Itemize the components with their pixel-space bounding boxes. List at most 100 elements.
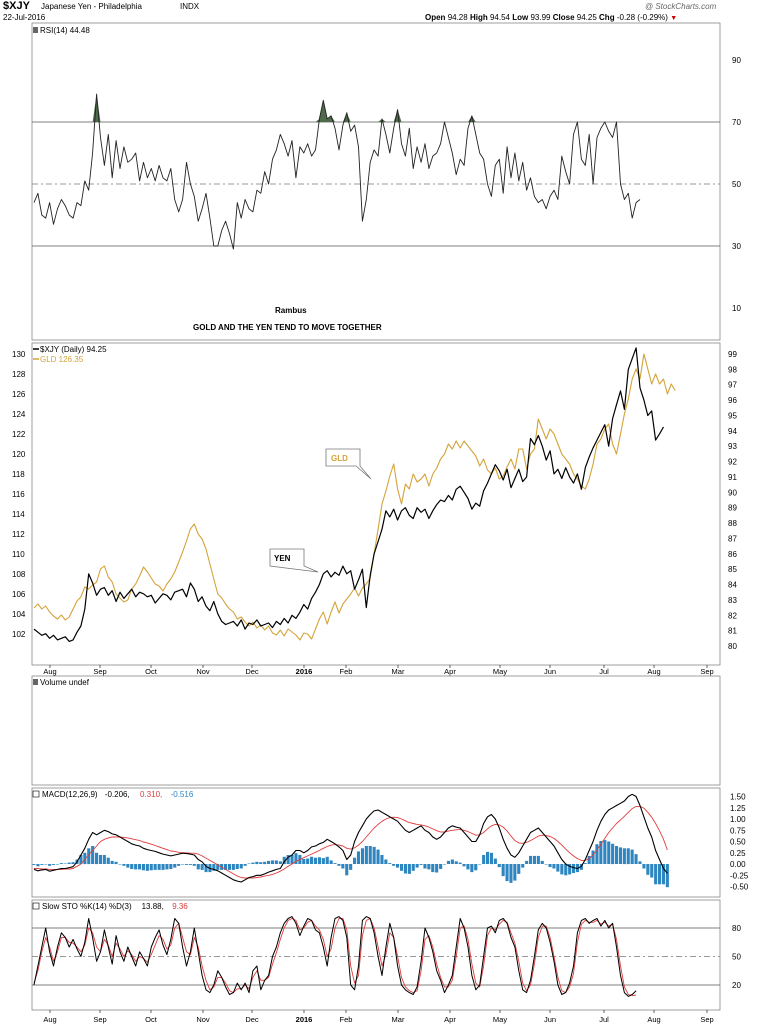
- symbol-title: $XJY: [3, 0, 30, 12]
- volume-legend-0: Volume undef: [40, 678, 90, 687]
- macd-histogram-bar: [306, 858, 310, 864]
- macd-histogram-bar: [630, 849, 634, 864]
- macd-histogram-bar: [134, 864, 138, 870]
- macd-histogram-bar: [71, 862, 75, 864]
- macd-histogram-bar: [493, 858, 497, 864]
- macd-line: [33, 793, 668, 883]
- rsi-legend-0: RSI(14) 44.48: [40, 26, 90, 35]
- macd-histogram-bar: [48, 864, 52, 866]
- macd-y-tick: 1.25: [730, 804, 746, 813]
- price-left-tick: 130: [12, 350, 26, 359]
- macd-histogram-bar: [184, 864, 188, 865]
- macd-histogram-bar: [556, 864, 560, 872]
- close-label: Close: [552, 13, 575, 22]
- macd-histogram-bar: [513, 864, 517, 881]
- chart-date: 22-Jul-2016: [3, 13, 46, 22]
- x-tick-label: May: [493, 1015, 507, 1024]
- macd-histogram-bar: [188, 864, 192, 865]
- rsi-line: [33, 93, 641, 250]
- macd-histogram-bar: [333, 863, 337, 864]
- symbol-name: Japanese Yen - Philadelphia: [41, 2, 142, 11]
- x-tick-label: Sep: [93, 667, 106, 676]
- macd-histogram-bar: [227, 864, 231, 870]
- price-right-tick: 86: [728, 550, 737, 559]
- x-tick-label: Dec: [245, 1015, 259, 1024]
- macd-histogram-bar: [36, 864, 40, 867]
- macd-y-tick: 1.50: [730, 793, 746, 802]
- macd-histogram-bar: [603, 840, 607, 864]
- panel-frame-rsi: [31, 22, 721, 341]
- x-tick-label: Aug: [647, 667, 660, 676]
- macd-histogram-bar: [568, 864, 572, 875]
- gld-callout-label: GLD: [331, 454, 348, 463]
- yen-line: [33, 347, 665, 643]
- sto-y-tick: 80: [732, 924, 741, 933]
- macd-histogram-bar: [544, 864, 548, 865]
- macd-histogram-bar: [196, 864, 200, 870]
- x-tick-label: May: [493, 667, 507, 676]
- rsi-y-tick: 90: [732, 56, 741, 65]
- macd-histogram-bar: [607, 841, 611, 864]
- price-left-tick: 118: [12, 470, 25, 479]
- macd-histogram-bar: [278, 861, 282, 864]
- price-right-tick: 89: [728, 504, 737, 513]
- macd-histogram-bar: [224, 864, 228, 870]
- macd-histogram-bar: [380, 855, 384, 864]
- macd-histogram-bar: [126, 864, 130, 868]
- author-annotation: Rambus: [275, 306, 307, 315]
- sto-legend-swatch: [32, 902, 40, 910]
- macd-histogram-bar: [200, 864, 204, 870]
- macd-y-tick: -0.50: [730, 883, 749, 892]
- x-tick-label: Sep: [700, 667, 713, 676]
- macd-histogram-bar: [231, 864, 235, 870]
- x-tick-label: Sep: [700, 1015, 713, 1024]
- sto-k-line: [33, 916, 637, 997]
- x-tick-label: Feb: [340, 1015, 353, 1024]
- macd-histogram-bar: [661, 864, 665, 885]
- macd-histogram-bar: [360, 848, 364, 865]
- sto-legend-2: 9.36: [172, 902, 188, 911]
- price-left-tick: 128: [12, 370, 26, 379]
- exchange-name: INDX: [180, 2, 200, 11]
- price-left-tick: 102: [12, 630, 26, 639]
- macd-histogram-bar: [337, 864, 341, 866]
- macd-legend-2: 0.310,: [140, 790, 162, 799]
- macd-histogram-bar: [462, 864, 466, 867]
- price-left-tick: 120: [12, 450, 26, 459]
- price-legend-yen-0: $XJY (Daily) 94.25: [40, 345, 107, 354]
- macd-histogram-bar: [548, 864, 552, 868]
- macd-histogram-bar: [376, 849, 380, 864]
- macd-histogram-bar: [599, 841, 603, 864]
- sto-d-line: [33, 918, 637, 996]
- macd-histogram-bar: [611, 843, 615, 865]
- macd-histogram-bar: [419, 864, 423, 865]
- macd-histogram-bar: [122, 864, 126, 866]
- note-annotation: GOLD AND THE YEN TEND TO MOVE TOGETHER: [193, 323, 382, 332]
- macd-histogram-bar: [532, 855, 536, 864]
- macd-histogram-bar: [32, 864, 36, 865]
- macd-histogram-bar: [466, 864, 470, 870]
- rsi-y-tick: 70: [732, 118, 741, 127]
- rsi-legend-swatch: [33, 27, 38, 33]
- macd-histogram-bar: [403, 864, 407, 874]
- macd-histogram-bar: [591, 850, 595, 864]
- sto-y-tick: 20: [732, 981, 741, 990]
- macd-histogram-bar: [486, 851, 490, 864]
- macd-legend-3: -0.516: [171, 790, 194, 799]
- macd-histogram-bar: [274, 860, 278, 864]
- price-right-tick: 96: [728, 396, 737, 405]
- chg-down-icon: ▼: [670, 15, 678, 22]
- macd-histogram-bar: [251, 862, 255, 864]
- price-right-tick: 94: [728, 427, 737, 436]
- sto-y-tick: 50: [732, 953, 741, 962]
- macd-histogram-bar: [618, 847, 622, 864]
- macd-histogram-bar: [141, 864, 145, 871]
- macd-histogram-bar: [505, 864, 509, 882]
- price-right-tick: 80: [728, 642, 737, 651]
- quote-line: Open 94.28 High 94.54 Low 93.99 Close 94…: [425, 13, 677, 22]
- macd-histogram-bar: [634, 854, 638, 864]
- macd-histogram-bar: [212, 864, 216, 871]
- macd-histogram-bar: [478, 864, 482, 865]
- macd-histogram-bar: [497, 864, 501, 868]
